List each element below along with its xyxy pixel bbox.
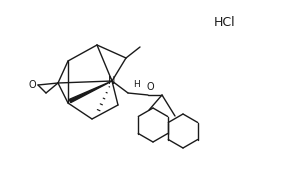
Text: HCl: HCl [214, 16, 236, 30]
Text: O: O [146, 82, 154, 92]
Text: O: O [28, 80, 36, 90]
Polygon shape [69, 81, 112, 103]
Text: N: N [108, 76, 116, 86]
Text: H: H [133, 80, 140, 89]
